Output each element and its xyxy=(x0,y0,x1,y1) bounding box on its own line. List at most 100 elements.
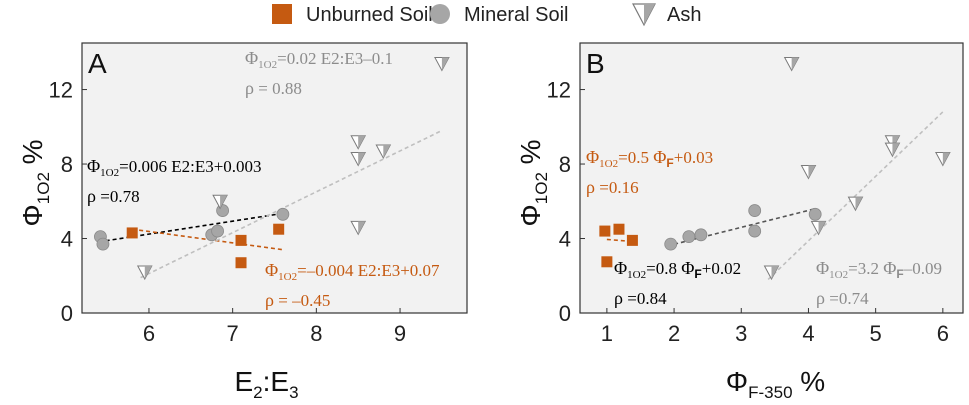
x-axis-label-subscript: F-350 xyxy=(748,383,792,402)
data-point-triangle-down-fill xyxy=(818,221,826,235)
annotation-subscript: 1O2 xyxy=(627,269,646,281)
annotation-equation: =–0.004 E2:E3+0.07 xyxy=(297,261,440,280)
panel-letter: A xyxy=(88,48,107,79)
annotation-subscript: 1O2 xyxy=(599,158,618,170)
data-point-triangle-down xyxy=(350,135,367,150)
data-point-triangle-down-fill xyxy=(383,145,391,158)
annotation-symbol: ρ xyxy=(614,288,623,308)
data-point-square xyxy=(626,234,638,246)
annotation-symbol: Φ xyxy=(265,260,278,280)
fit-line xyxy=(606,238,631,243)
annotation-equation: =0.006 E2:E3+0.003 xyxy=(119,157,261,176)
annotation-symbol: Φ xyxy=(586,147,599,167)
data-point-triangle-down xyxy=(800,164,817,180)
x-tick-label: 6 xyxy=(143,321,155,346)
annotation-symbol: ρ xyxy=(245,78,254,98)
annotation-subscript: 1O2 xyxy=(278,271,297,283)
fit-annotation: Φ1O2=–0.004 E2:E3+0.07 xyxy=(265,260,440,283)
annotation-subscript: 1O2 xyxy=(100,167,119,179)
annotation-symbol-2: Φ xyxy=(883,258,896,278)
fit-line xyxy=(767,111,944,281)
fit-annotation: ρ =0.16 xyxy=(586,177,639,197)
data-point-circle xyxy=(694,228,708,242)
y-tick-label: 0 xyxy=(559,301,571,326)
annotation-symbol: ρ xyxy=(87,186,96,206)
annotation-equation: =0.02 E2:E3–0.1 xyxy=(277,49,393,68)
data-point-circle xyxy=(664,237,678,251)
data-point-triangle-down-fill xyxy=(808,165,816,179)
y-axis-label-symbol: Φ xyxy=(515,204,546,226)
annotation-symbol: ρ xyxy=(586,177,595,197)
annotation-equation: =0.5 xyxy=(618,148,653,167)
fit-annotation: ρ =0.78 xyxy=(87,186,140,206)
x-axis-label-unit: % xyxy=(793,366,826,397)
y-axis-label-unit: % xyxy=(515,139,546,172)
annotation-equation: = –0.45 xyxy=(274,291,330,310)
series-triangle-down xyxy=(763,56,951,281)
data-point-triangle-down xyxy=(350,220,367,236)
data-point-square xyxy=(273,223,285,235)
data-point-triangle-down-fill xyxy=(771,266,779,280)
fit-line xyxy=(132,228,283,251)
annotation-equation-2: +0.03 xyxy=(674,148,713,167)
y-axis-label: Φ1O2 % xyxy=(17,139,53,226)
legend-label: Ash xyxy=(667,4,701,26)
data-point-triangle-down-fill xyxy=(855,197,863,211)
fit-annotation: ρ = 0.88 xyxy=(245,78,302,98)
y-tick-label: 0 xyxy=(61,301,73,326)
x-tick-label: 6 xyxy=(937,321,949,346)
fit-annotation: Φ1O2=0.02 E2:E3–0.1 xyxy=(245,48,393,71)
fit-annotation: Φ1O2=0.5 ΦF+0.03 xyxy=(586,147,713,170)
fit-annotation: Φ1O2=0.006 E2:E3+0.003 xyxy=(87,156,262,179)
x-axis-label-mid: :E xyxy=(263,366,289,397)
y-tick-label: 8 xyxy=(559,152,571,177)
data-point-triangle-down-fill xyxy=(358,135,366,149)
legend-item-square: Unburned Soil xyxy=(272,4,433,26)
annotation-equation-2: –0.09 xyxy=(903,259,942,278)
data-point-square xyxy=(235,257,247,269)
data-point-triangle-down xyxy=(212,194,228,210)
legend-circle-marker xyxy=(430,4,450,24)
annotation-equation-2: +0.02 xyxy=(702,259,741,278)
legend-item-circle: Mineral Soil xyxy=(430,4,568,26)
annotation-equation: =0.84 xyxy=(623,289,667,308)
data-point-triangle-down xyxy=(847,196,864,212)
data-point-circle xyxy=(211,224,224,238)
data-point-circle xyxy=(748,224,762,238)
series-circle xyxy=(94,204,290,251)
y-tick-label: 12 xyxy=(49,78,73,103)
annotation-symbol: Φ xyxy=(87,156,100,176)
x-tick-label: 2 xyxy=(668,321,680,346)
annotation-equation: =3.2 xyxy=(848,259,883,278)
y-axis-label: Φ1O2 % xyxy=(515,139,551,226)
annotation-subscript-2: F xyxy=(694,267,701,281)
annotation-symbol: Φ xyxy=(614,258,627,278)
y-axis-label-unit: % xyxy=(17,139,48,172)
x-axis-label: ΦF-350 % xyxy=(726,366,825,402)
data-point-square xyxy=(235,234,247,246)
annotation-equation: = 0.88 xyxy=(254,79,302,98)
data-point-triangle-down-fill xyxy=(441,57,449,71)
annotation-symbol: Φ xyxy=(816,258,829,278)
data-point-triangle-down-fill xyxy=(144,266,152,280)
x-axis-label-sub1: 2 xyxy=(253,383,262,402)
data-point-triangle-down-fill xyxy=(791,57,799,71)
fit-annotation: ρ =0.84 xyxy=(614,288,667,308)
x-axis-label-e: E xyxy=(234,366,253,397)
legend-triangle-fill xyxy=(644,4,655,25)
y-axis-label-subscript: 1O2 xyxy=(532,172,551,204)
x-tick-label: 8 xyxy=(310,321,322,346)
annotation-subscript: 1O2 xyxy=(829,269,848,281)
x-tick-label: 5 xyxy=(870,321,882,346)
annotation-subscript: 1O2 xyxy=(258,59,277,71)
annotation-equation: =0.16 xyxy=(595,178,639,197)
data-point-circle xyxy=(216,204,230,217)
x-axis-label-symbol: Φ xyxy=(726,366,748,397)
y-tick-label: 4 xyxy=(61,227,73,252)
legend-item-triangle-down: Ash xyxy=(632,3,701,27)
series-triangle-down xyxy=(136,56,450,281)
x-tick-label: 9 xyxy=(394,321,406,346)
